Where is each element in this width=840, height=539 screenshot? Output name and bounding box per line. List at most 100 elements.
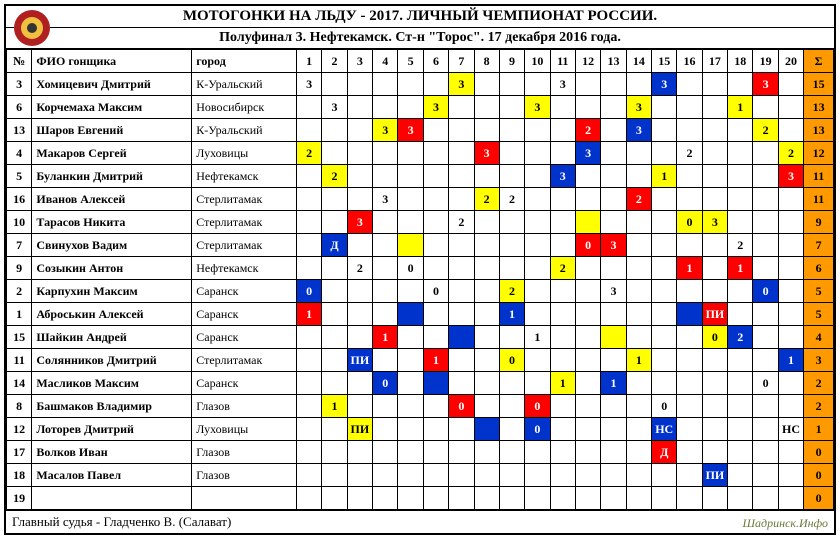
cell-sum: 5: [804, 280, 834, 303]
cell-heat: 1: [652, 165, 677, 188]
cell-num: 13: [7, 119, 32, 142]
cell-heat: [474, 464, 499, 487]
col-heat-9: 9: [499, 50, 524, 73]
table-row: 7Свинухов ВадимСтерлитамакД0327: [7, 234, 834, 257]
cell-heat: [601, 464, 626, 487]
cell-heat: [525, 211, 550, 234]
cell-num: 1: [7, 303, 32, 326]
cell-heat: [677, 165, 702, 188]
cell-heat: [474, 326, 499, 349]
cell-heat: [296, 96, 321, 119]
cell-sum: 2: [804, 372, 834, 395]
cell-heat: [702, 234, 727, 257]
cell-heat: [778, 464, 803, 487]
cell-heat: [449, 349, 474, 372]
cell-heat: [499, 487, 524, 510]
cell-heat: [550, 303, 575, 326]
cell-heat: [677, 303, 702, 326]
cell-heat: НС: [652, 418, 677, 441]
cell-name: Солянников Дмитрий: [32, 349, 192, 372]
cell-heat: [575, 280, 600, 303]
cell-heat: [575, 73, 600, 96]
cell-heat: [373, 349, 398, 372]
cell-heat: [702, 418, 727, 441]
cell-heat: [575, 96, 600, 119]
title-text: МОТОГОНКИ НА ЛЬДУ - 2017. ЛИЧНЫЙ ЧЕМПИОН…: [183, 8, 657, 24]
cell-heat: [626, 487, 651, 510]
cell-heat: [474, 165, 499, 188]
cell-heat: [398, 326, 423, 349]
cell-name: Башмаков Владимир: [32, 395, 192, 418]
cell-heat: [652, 188, 677, 211]
cell-heat: [499, 96, 524, 119]
cell-num: 6: [7, 96, 32, 119]
cell-heat: [423, 119, 448, 142]
cell-heat: [449, 165, 474, 188]
col-heat-20: 20: [778, 50, 803, 73]
cell-sum: 11: [804, 165, 834, 188]
cell-heat: [499, 372, 524, 395]
table-row: 11Солянников ДмитрийСтерлитамакПИ10113: [7, 349, 834, 372]
cell-name: Масалов Павел: [32, 464, 192, 487]
cell-heat: 1: [525, 326, 550, 349]
logo-icon: [12, 8, 52, 48]
cell-city: Саранск: [192, 303, 297, 326]
cell-city: Нефтекамск: [192, 165, 297, 188]
cell-heat: [677, 119, 702, 142]
cell-heat: [499, 395, 524, 418]
cell-heat: [474, 234, 499, 257]
cell-heat: [525, 303, 550, 326]
cell-city: Саранск: [192, 372, 297, 395]
cell-sum: 4: [804, 326, 834, 349]
cell-heat: [398, 372, 423, 395]
cell-city: Стерлитамак: [192, 234, 297, 257]
cell-heat: [525, 464, 550, 487]
cell-heat: [296, 418, 321, 441]
footer-row: Главный судья - Гладченко В. (Салават) Ш…: [6, 510, 834, 533]
col-heat-11: 11: [550, 50, 575, 73]
cell-sum: 7: [804, 234, 834, 257]
table-row: 4Макаров СергейЛуховицы2332212: [7, 142, 834, 165]
col-sum: Σ: [804, 50, 834, 73]
cell-heat: [575, 303, 600, 326]
cell-heat: [677, 234, 702, 257]
cell-heat: 1: [728, 96, 753, 119]
cell-city: Новосибирск: [192, 96, 297, 119]
cell-heat: [702, 487, 727, 510]
cell-heat: [575, 257, 600, 280]
cell-heat: [753, 165, 778, 188]
cell-heat: [601, 303, 626, 326]
cell-heat: [474, 372, 499, 395]
cell-heat: [296, 372, 321, 395]
cell-heat: 2: [499, 188, 524, 211]
cell-heat: [677, 464, 702, 487]
cell-heat: [373, 73, 398, 96]
table-row: 12Лоторев ДмитрийЛуховицыПИ0НСНС1: [7, 418, 834, 441]
cell-heat: [677, 280, 702, 303]
cell-heat: [753, 211, 778, 234]
cell-sum: 0: [804, 464, 834, 487]
cell-sum: 11: [804, 188, 834, 211]
cell-heat: [373, 165, 398, 188]
table-row: 18Масалов ПавелГлазовПИ0: [7, 464, 834, 487]
cell-num: 15: [7, 326, 32, 349]
cell-heat: [296, 119, 321, 142]
cell-heat: [753, 349, 778, 372]
cell-heat: 3: [373, 188, 398, 211]
cell-heat: [728, 464, 753, 487]
cell-heat: [778, 326, 803, 349]
cell-heat: 3: [398, 119, 423, 142]
col-heat-8: 8: [474, 50, 499, 73]
cell-heat: [423, 418, 448, 441]
cell-heat: [423, 395, 448, 418]
cell-heat: [373, 96, 398, 119]
cell-heat: [601, 188, 626, 211]
cell-heat: [778, 303, 803, 326]
cell-heat: [322, 303, 347, 326]
cell-heat: [423, 234, 448, 257]
col-heat-17: 17: [702, 50, 727, 73]
cell-heat: 3: [550, 73, 575, 96]
cell-heat: [449, 418, 474, 441]
col-num: №: [7, 50, 32, 73]
cell-heat: [626, 326, 651, 349]
